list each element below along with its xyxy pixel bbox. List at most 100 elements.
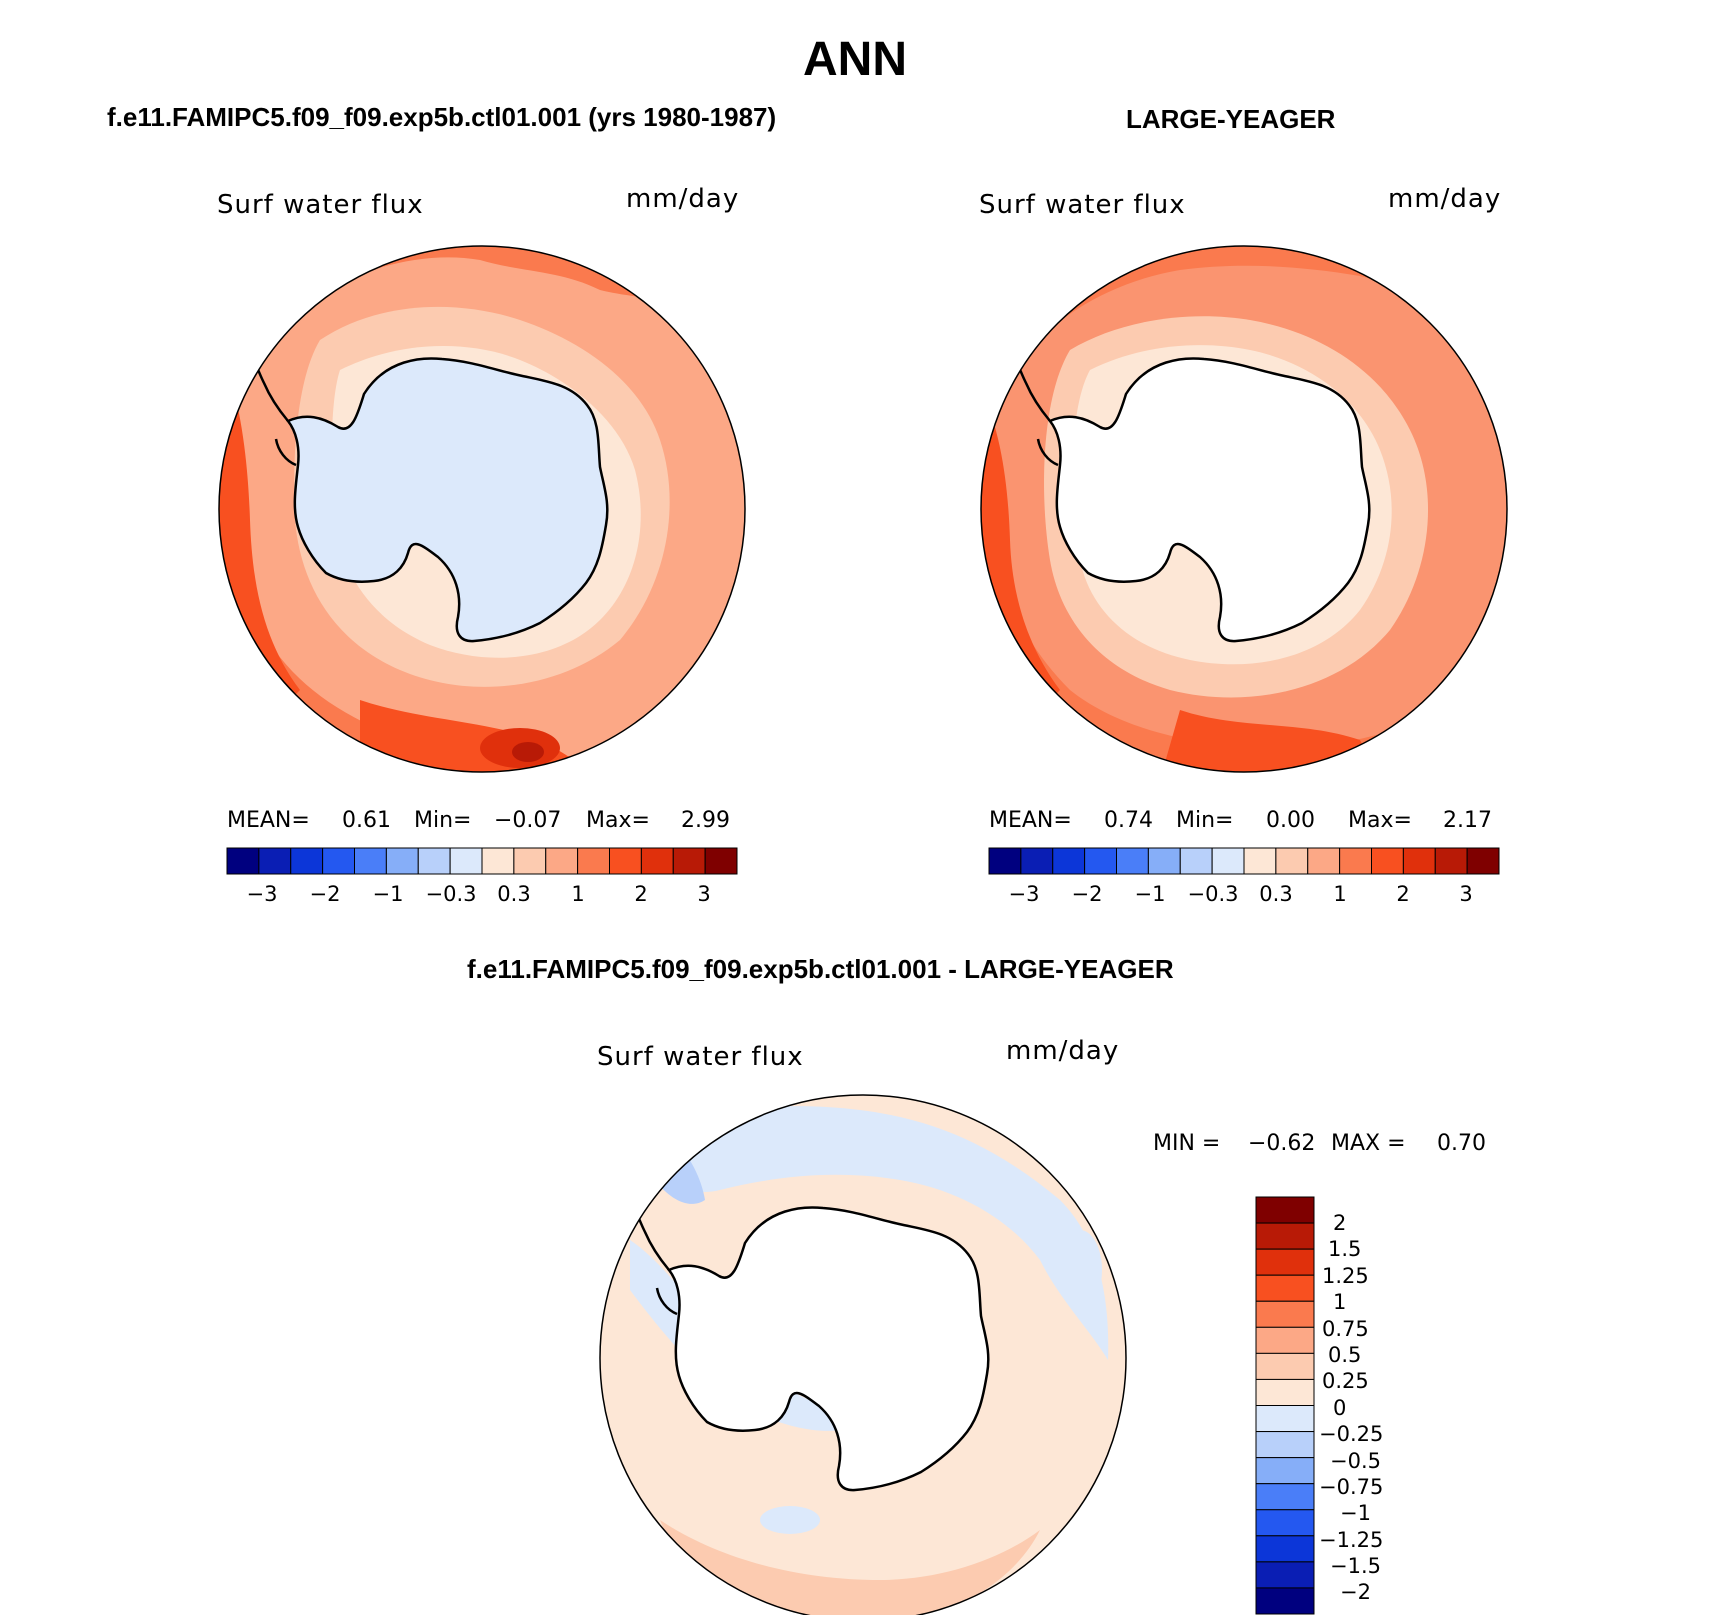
colorbar-box — [1339, 847, 1372, 875]
colorbar-box — [1020, 847, 1054, 875]
colorbar-box — [1255, 1274, 1315, 1302]
panel-3-subtitle: f.e11.FAMIPC5.f09_f09.exp5b.ctl01.001 - … — [467, 954, 1174, 984]
colorbar-box — [1255, 1378, 1315, 1406]
colorbar-box — [1255, 1561, 1315, 1589]
colorbar-box — [704, 847, 738, 875]
cbar1-tick: −1 — [372, 882, 404, 906]
colorbar-box — [354, 847, 387, 875]
colorbar-box — [1255, 1431, 1315, 1459]
colorbar-box — [1255, 1222, 1315, 1250]
colorbar-box — [1255, 1248, 1315, 1276]
colorbar-box — [545, 847, 579, 875]
panel-1-units: mm/day — [626, 184, 740, 214]
colorbar-box — [1466, 847, 1500, 875]
colorbar-box — [1255, 1326, 1315, 1354]
cbar2-tick: −0.3 — [1187, 882, 1239, 906]
colorbar-panel-3 — [1255, 1196, 1315, 1615]
colorbar-panel-1 — [226, 847, 738, 875]
panel-2-min-label: Min= — [1176, 808, 1234, 833]
cbar3-tick: −2 — [1340, 1580, 1371, 1604]
colorbar-box — [1116, 847, 1149, 875]
colorbar-box — [1052, 847, 1086, 875]
figure-title: ANN — [803, 33, 907, 86]
colorbar-box — [672, 847, 706, 875]
cbar2-tick: −3 — [1008, 882, 1040, 906]
colorbar-box — [481, 847, 515, 875]
panel-2-units: mm/day — [1388, 184, 1502, 214]
colorbar-box — [1255, 1535, 1315, 1563]
cbar3-tick: −1 — [1340, 1501, 1371, 1525]
cbar3-tick: −0.5 — [1330, 1449, 1381, 1473]
colorbar-box — [609, 847, 642, 875]
panel-3-max-value: 0.70 — [1437, 1131, 1486, 1156]
cbar3-tick: 0.5 — [1328, 1343, 1362, 1367]
cbar3-tick: 1.25 — [1322, 1264, 1369, 1288]
cbar3-tick: −1.5 — [1330, 1554, 1381, 1578]
cbar2-tick: 1 — [1333, 882, 1347, 906]
colorbar-box — [322, 847, 355, 875]
colorbar-box — [1402, 847, 1436, 875]
colorbar-box — [449, 847, 483, 875]
colorbar-box — [577, 847, 610, 875]
cbar2-tick: 3 — [1459, 882, 1473, 906]
colorbar-box — [1084, 847, 1117, 875]
colorbar-box — [226, 847, 260, 875]
colorbar-box — [1211, 847, 1245, 875]
cbar1-tick: 3 — [697, 882, 711, 906]
panel-1-variable: Surf water flux — [217, 190, 424, 220]
cbar1-tick: 2 — [634, 882, 648, 906]
colorbar-box — [1255, 1457, 1315, 1485]
colorbar-box — [1255, 1509, 1315, 1537]
map-observations — [980, 245, 1508, 773]
cbar2-tick: 0.3 — [1259, 882, 1293, 906]
colorbar-box — [290, 847, 324, 875]
cbar3-tick: 1 — [1333, 1290, 1347, 1314]
colorbar-box — [1243, 847, 1277, 875]
cbar1-tick: −3 — [246, 882, 278, 906]
panel-2-subtitle: LARGE-YEAGER — [1126, 104, 1336, 134]
colorbar-box — [513, 847, 547, 875]
panel-2-variable: Surf water flux — [979, 190, 1186, 220]
map-difference — [599, 1094, 1127, 1615]
panel-1-min-value: −0.07 — [494, 808, 562, 833]
colorbar-box — [1255, 1587, 1315, 1615]
panel-1-subtitle: f.e11.FAMIPC5.f09_f09.exp5b.ctl01.001 (y… — [107, 102, 777, 132]
colorbar-box — [1307, 847, 1341, 875]
panel-1-max-label: Max= — [586, 808, 650, 833]
map-model — [218, 245, 746, 773]
colorbar-box — [417, 847, 451, 875]
colorbar-box — [988, 847, 1022, 875]
panel-3-min-label: MIN = — [1153, 1131, 1221, 1156]
colorbar-box — [1434, 847, 1468, 875]
panel-2-min-value: 0.00 — [1266, 808, 1315, 833]
cbar1-tick: 0.3 — [497, 882, 531, 906]
panel-3-min-value: −0.62 — [1248, 1131, 1316, 1156]
colorbar-box — [1371, 847, 1404, 875]
cbar1-tick: −0.3 — [425, 882, 477, 906]
colorbar-box — [1147, 847, 1181, 875]
panel-1-min-label: Min= — [414, 808, 472, 833]
panel-1-mean-label: MEAN= — [227, 808, 310, 833]
cbar3-tick: 2 — [1333, 1211, 1347, 1235]
colorbar-box — [1255, 1405, 1315, 1433]
panel-1-max-value: 2.99 — [681, 808, 730, 833]
panel-3-variable: Surf water flux — [597, 1042, 804, 1072]
panel-2-mean-value: 0.74 — [1104, 808, 1153, 833]
panel-3-units: mm/day — [1006, 1036, 1120, 1066]
panel-2-max-label: Max= — [1348, 808, 1412, 833]
colorbar-panel-2 — [988, 847, 1500, 875]
panel-1-mean-value: 0.61 — [342, 808, 391, 833]
cbar3-tick: −0.75 — [1319, 1475, 1384, 1499]
cbar3-tick: 1.5 — [1328, 1237, 1362, 1261]
panel-2-max-value: 2.17 — [1443, 808, 1492, 833]
panel-2-mean-label: MEAN= — [989, 808, 1072, 833]
cbar2-tick: 2 — [1396, 882, 1410, 906]
colorbar-box — [1275, 847, 1309, 875]
cbar1-tick: −2 — [309, 882, 341, 906]
colorbar-box — [1255, 1196, 1315, 1224]
colorbar-box — [1255, 1300, 1315, 1328]
panel-3-max-label: MAX = — [1331, 1131, 1406, 1156]
colorbar-box — [1179, 847, 1213, 875]
cbar1-tick: 1 — [571, 882, 585, 906]
